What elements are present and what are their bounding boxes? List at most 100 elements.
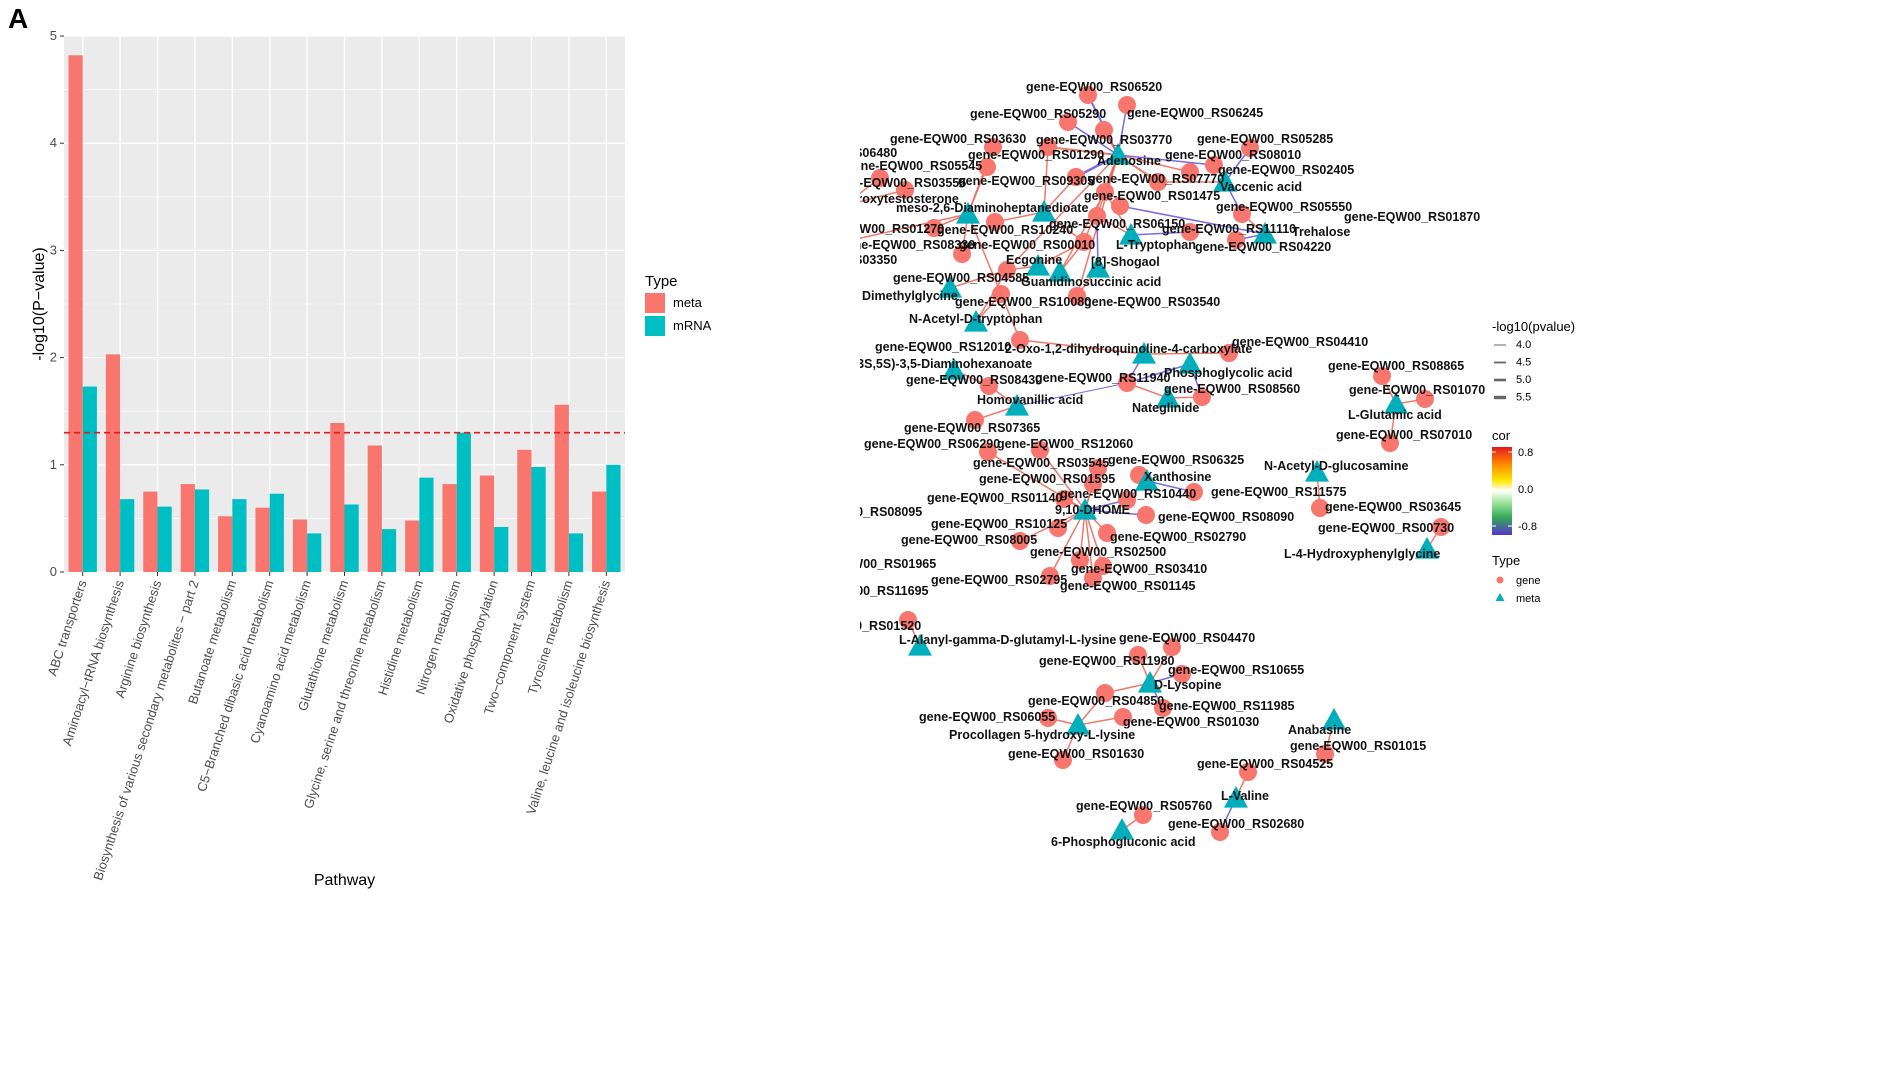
node-label: gene-EQW00_RS01475	[1084, 189, 1220, 203]
gene-node	[1011, 532, 1029, 550]
meta-node	[938, 276, 962, 298]
gene-node	[1416, 390, 1434, 408]
gene-node	[1227, 231, 1245, 249]
node-label: gene-EQW00_RS01965	[860, 557, 936, 571]
bar-mRNA	[568, 533, 584, 572]
gene-node	[896, 181, 914, 199]
node-label: gene-EQW00_RS03630	[890, 132, 1026, 146]
meta-node	[1110, 818, 1134, 840]
meta-node	[956, 202, 980, 224]
y-tick-label: 0	[50, 564, 57, 579]
y-tick-label: 2	[50, 350, 57, 365]
color-bar	[1492, 447, 1512, 535]
width-legend-label: 4.5	[1516, 357, 1531, 369]
node-label: L-Glutamic acid	[1348, 408, 1442, 422]
gene-node	[1098, 524, 1116, 542]
gene-node	[1432, 518, 1450, 536]
node-label: N-Acetyl-D-glucosamine	[1264, 459, 1409, 473]
y-tick-label: 3	[50, 242, 57, 257]
node-label: gene-EQW00_RS10240	[937, 223, 1073, 237]
bar-meta	[554, 404, 569, 572]
type-legend-meta-key	[1495, 593, 1505, 601]
meta-node	[942, 358, 966, 380]
gene-node	[979, 443, 997, 461]
network-edge	[1019, 339, 1145, 355]
gene-node	[1041, 567, 1059, 585]
node-label: 9,10-DHOME	[1055, 503, 1130, 517]
gene-node	[1039, 709, 1057, 727]
gene-node	[1181, 163, 1199, 181]
gene-node	[984, 138, 1002, 156]
node-label: Procollagen 5-hydroxy-L-lysine	[949, 728, 1135, 742]
network-edge	[1084, 509, 1147, 516]
node-label: gene-EQW00_RS06055	[919, 710, 1055, 724]
node-label: gene-EQW00_RS03645	[1325, 500, 1461, 514]
y-axis-title: -log10(P−value)	[31, 247, 48, 360]
color-legend-title: cor	[1492, 428, 1511, 443]
gene-node	[1134, 806, 1152, 824]
node-label: gene-EQW00_RS02790	[1110, 530, 1246, 544]
node-label: gene-EQW00_RS01595	[979, 472, 1115, 486]
node-label: gene-EQW00_RS04850	[1028, 694, 1164, 708]
node-label: Anabasine	[1288, 723, 1351, 737]
y-tick-label: 1	[50, 457, 57, 472]
node-label: gene-EQW00_RS03770	[1036, 133, 1172, 147]
network-edge	[1039, 449, 1086, 511]
bar-mRNA	[269, 493, 284, 572]
gene-node	[1220, 344, 1238, 362]
node-label: (3S,5S)-3,5-Diaminohexanoate	[860, 357, 1032, 371]
width-legend-title: -log10(pvalue)	[1492, 319, 1575, 334]
node-label: gene-EQW00_RS02680	[1168, 817, 1304, 831]
y-tick-label: 4	[50, 135, 57, 150]
node-label: gene-EQW00_RS03545	[973, 456, 1109, 470]
width-legend-label: 4.0	[1516, 339, 1531, 351]
meta-node	[1026, 254, 1050, 276]
meta-node	[1073, 498, 1097, 520]
meta-node	[1305, 460, 1329, 482]
bar-meta	[367, 445, 382, 572]
color-tick-label: -0.8	[1518, 521, 1537, 533]
gene-node	[1084, 475, 1102, 493]
node-label: Vaccenic acid	[1220, 180, 1302, 194]
gene-node	[1233, 205, 1251, 223]
node-label: gene-EQW00_RS05760	[1076, 799, 1212, 813]
node-label: gene-EQW00_RS08330	[860, 238, 975, 252]
node-label: gene-EQW00_RS07770	[1088, 172, 1224, 186]
legend-label-meta: meta	[673, 295, 703, 310]
network-edge	[1067, 121, 1119, 156]
x-tick-label: ABC transporters	[44, 578, 89, 678]
node-label: gene-EQW00_RS01145	[1060, 579, 1196, 593]
meta-node	[1384, 392, 1408, 414]
legend-label-mRNA: mRNA	[673, 318, 712, 333]
bar-meta	[479, 475, 495, 572]
meta-node	[1253, 222, 1277, 244]
gene-node	[986, 213, 1004, 231]
bar-meta	[180, 484, 195, 572]
node-label: gene-EQW00_RS00730	[1318, 521, 1454, 535]
legend: Type meta mRNA	[645, 273, 712, 336]
bar-meta	[517, 449, 532, 572]
node-label: meso-2,6-Diaminoheptanedioate	[896, 201, 1088, 215]
panel-label-a: A	[8, 3, 28, 34]
gene-node	[1154, 699, 1172, 717]
gene-node	[1129, 646, 1147, 664]
node-label: gene-EQW00_RS02500	[1030, 545, 1166, 559]
bar-mRNA	[232, 499, 247, 572]
node-label: gene-EQW00_RS03410	[1071, 562, 1207, 576]
gene-node	[1118, 374, 1136, 392]
node-label: Guanidinosuccinic acid	[1021, 275, 1161, 289]
node-label: gene-EQW00_RS03540	[1084, 295, 1220, 309]
node-label: gene-EQW00_RS02795	[931, 573, 1067, 587]
node-label: gene-EQW00_RS05285	[1197, 132, 1333, 146]
legend-key-mRNA	[645, 316, 665, 336]
node-label: gene-EQW00_RS08560	[1164, 382, 1300, 396]
node-label: gene-EQW00_RS01290	[968, 148, 1104, 162]
node-label: gene-EQW00_RS05545	[860, 159, 982, 173]
meta-node	[964, 310, 988, 332]
gene-node	[1239, 763, 1257, 781]
node-label: gene-EQW00_RS07365	[904, 421, 1040, 435]
gene-node	[978, 158, 996, 176]
node-label: gene-EQW00_RS10655	[1168, 663, 1304, 677]
node-label: gene-EQW00_RS11695	[860, 584, 929, 598]
